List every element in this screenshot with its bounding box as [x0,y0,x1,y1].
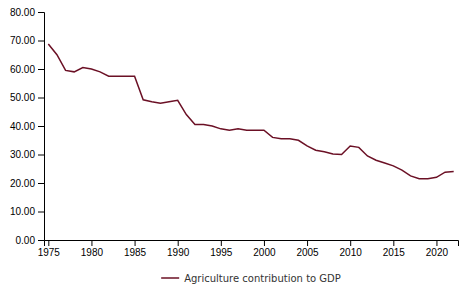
tick: 0.00 [16,235,44,246]
tick-mark [307,240,308,246]
tick: 10.00 [10,206,44,217]
tick: 60.00 [10,64,44,75]
tick: 2015 [383,240,406,258]
x-axis: 1975 1980 1985 1990 1995 2000 2005 2010 2015 2020 [38,240,459,258]
tick-label: 30.00 [10,149,35,160]
tick-label: 1985 [124,247,147,258]
tick-mark [91,240,92,246]
tick-mark [178,240,179,246]
marks [48,44,453,179]
tick-mark [38,41,44,42]
plot: 1975 1980 1985 1990 1995 2000 2005 2010 2015 2020… [10,7,459,258]
tick: 1975 [38,240,61,258]
legend-item: Agriculture contribution to GDP [161,273,341,284]
tick: 1985 [124,240,147,258]
tick-label: 80.00 [10,7,35,18]
tick-mark [38,12,44,13]
tick-mark [264,240,265,246]
tick-label: 10.00 [10,206,35,217]
tick-label: 2010 [340,247,363,258]
tick-label: 20.00 [10,178,35,189]
tick-label: 2005 [296,247,319,258]
tick: 70.00 [10,35,44,46]
tick: 2000 [253,240,276,258]
legend-label: Agriculture contribution to GDP [184,273,341,284]
tick-mark [436,240,437,246]
tick-label: 60.00 [10,64,35,75]
tick-mark [38,69,44,70]
tick-label: 50.00 [10,92,35,103]
chart: 1975 1980 1985 1990 1995 2000 2005 2010 2015 2020… [0,0,474,292]
tick-label: 1975 [38,247,61,258]
tick-mark [350,240,351,246]
tick: 30.00 [10,149,44,160]
tick-mark [38,126,44,127]
tick: 20.00 [10,178,44,189]
tick-mark [38,183,44,184]
legend: Agriculture contribution to GDP [161,273,341,284]
tick: 1995 [210,240,233,258]
tick: 80.00 [10,7,44,18]
tick-label: 40.00 [10,121,35,132]
tick: 40.00 [10,121,44,132]
y-axis: 0.00 10.00 20.00 30.00 40.00 50.00 60.00 70.00 8… [10,7,45,246]
tick: 1980 [81,240,104,258]
tick-label: 0.00 [16,235,36,246]
tick-label: 1995 [210,247,233,258]
tick-label: 2000 [253,247,276,258]
tick-mark [48,240,49,246]
tick-mark [393,240,394,246]
tick-label: 2020 [426,247,449,258]
tick-mark [38,98,44,99]
tick-mark [38,240,44,241]
tick: 2010 [340,240,363,258]
tick: 2020 [426,240,449,258]
tick-mark [221,240,222,246]
tick-mark [135,240,136,246]
tick-mark [38,155,44,156]
axis-line [38,13,45,241]
legend-swatch [161,277,179,279]
tick: 50.00 [10,92,44,103]
tick: 1990 [167,240,190,258]
tick-label: 70.00 [10,35,35,46]
tick-label: 2015 [383,247,406,258]
line [48,44,453,179]
tick-label: 1990 [167,247,190,258]
tick-mark [38,212,44,213]
axis-line [45,241,459,247]
tick: 2005 [296,240,319,258]
tick-label: 1980 [81,247,104,258]
